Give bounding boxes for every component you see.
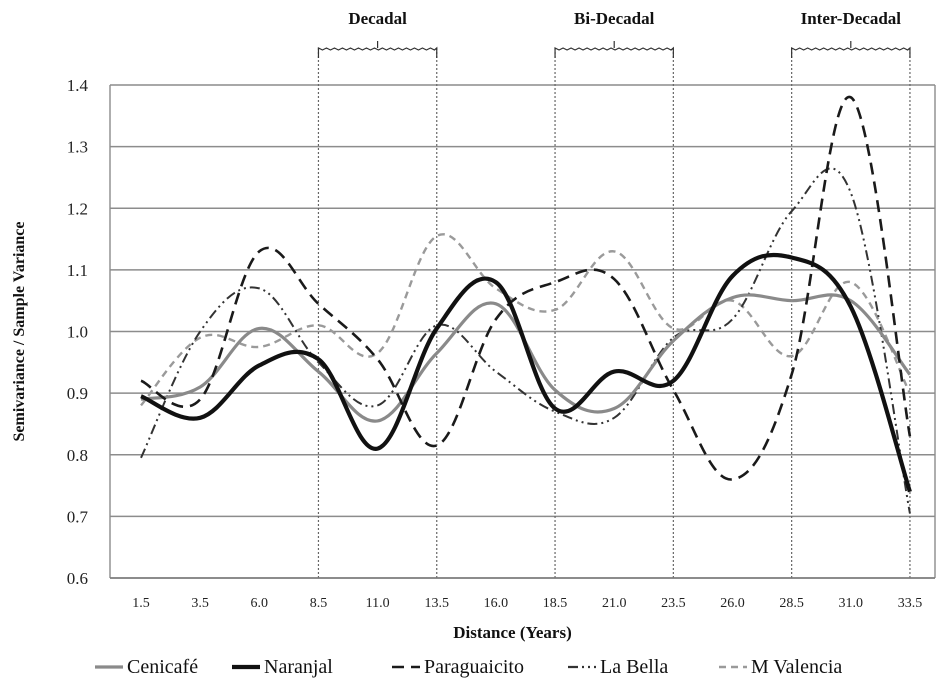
x-tick-label: 23.5 <box>661 596 686 611</box>
x-tick-label: 13.5 <box>425 596 450 611</box>
series-line-m-valencia <box>140 233 911 407</box>
x-tick-label: 11.0 <box>366 596 390 611</box>
x-tick-label: 1.5 <box>132 596 150 611</box>
x-tick-label: 21.0 <box>602 596 627 611</box>
x-tick-label: 16.0 <box>484 596 509 611</box>
series-line-la-bella <box>140 167 911 514</box>
period-bands: Decadal Bi-Decadal Inter-Decadal <box>317 9 911 578</box>
y-tick-label: 1.4 <box>67 76 89 95</box>
series-line-paraguaicito <box>140 95 912 481</box>
x-tick-label: 31.0 <box>839 596 864 611</box>
band-label: Bi-Decadal <box>574 9 655 28</box>
x-tick-label: 8.5 <box>310 596 328 611</box>
legend-label: M Valencia <box>751 656 842 678</box>
band-brace <box>791 46 911 58</box>
legend-label: Cenicafé <box>127 656 198 678</box>
y-tick-label: 0.6 <box>67 569 88 588</box>
series-line-naranjal <box>140 252 912 493</box>
x-tick-label: 6.0 <box>251 596 269 611</box>
y-tick-label: 0.9 <box>67 384 88 403</box>
y-tick-label: 1.0 <box>67 323 88 342</box>
band-label: Inter-Decadal <box>801 9 902 28</box>
x-tick-label: 26.0 <box>720 596 745 611</box>
y-tick-label: 1.1 <box>67 261 88 280</box>
x-tick-label: 3.5 <box>191 596 209 611</box>
y-tick-label: 0.7 <box>67 507 89 526</box>
series-lines <box>140 95 912 514</box>
y-tick-label: 0.8 <box>67 446 88 465</box>
legend: Cenicafé Naranjal Paraguaicito La Bella M Va… <box>95 656 842 678</box>
x-tick-label: 18.5 <box>543 596 568 611</box>
y-tick-label: 1.3 <box>67 138 88 157</box>
band-label: Decadal <box>348 9 407 28</box>
x-tick-label: 33.5 <box>898 596 923 611</box>
legend-label: La Bella <box>600 656 668 678</box>
y-tick-label: 1.2 <box>67 199 88 218</box>
x-tick-label: 28.5 <box>779 596 804 611</box>
axes: 0.6 0.7 0.8 0.9 1.0 1.1 1.2 1.3 1.4 1.5 3.5 6.0 8.5 1… <box>11 76 936 642</box>
series-line-cenicaf- <box>140 293 912 423</box>
band-brace <box>317 46 438 58</box>
band-brace <box>554 46 674 58</box>
legend-label: Naranjal <box>264 656 333 678</box>
legend-label: Paraguaicito <box>424 656 524 678</box>
x-axis-title: Distance (Years) <box>453 623 572 642</box>
y-axis-title: Semivariance / Sample Variance <box>11 222 28 442</box>
